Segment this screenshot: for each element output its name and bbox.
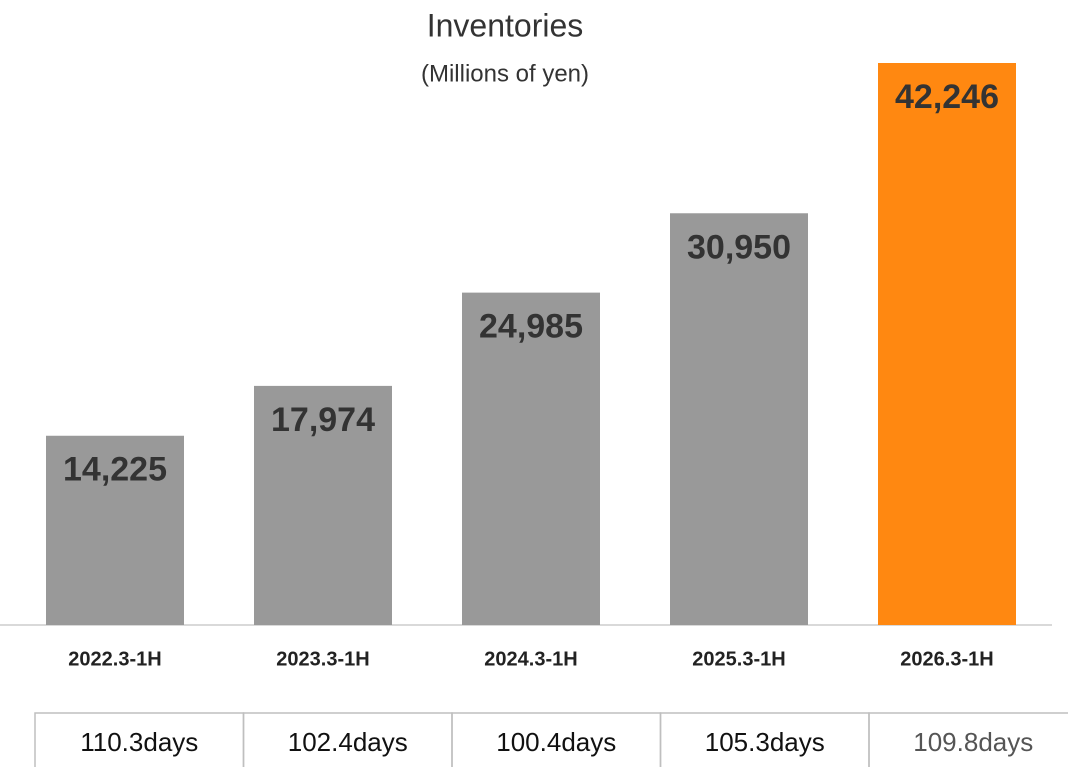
x-tick-label: 2022.3-1H	[68, 648, 161, 670]
table-cell-text: 109.8days	[913, 727, 1033, 757]
value-label: 30,950	[687, 228, 791, 266]
table-cell-text: 102.4days	[288, 727, 408, 757]
value-label: 14,225	[63, 451, 167, 489]
table-cell-text: 105.3days	[705, 727, 825, 757]
chart-title: Inventories	[427, 7, 584, 43]
bar	[46, 435, 184, 625]
table-cell-text: 100.4days	[496, 727, 616, 757]
bar	[878, 63, 1016, 625]
bar	[462, 292, 600, 625]
chart-subtitle: (Millions of yen)	[421, 60, 589, 87]
x-tick-label: 2023.3-1H	[276, 648, 369, 670]
bar	[670, 213, 808, 626]
value-label: 17,974	[271, 401, 375, 439]
x-tick-label: 2024.3-1H	[484, 648, 577, 670]
table-cell-text: 110.3days	[80, 727, 198, 757]
x-tick-label: 2025.3-1H	[692, 648, 785, 670]
value-label: 42,246	[895, 78, 999, 116]
x-tick-label: 2026.3-1H	[900, 648, 993, 670]
value-label: 24,985	[479, 308, 583, 346]
table-cell	[868, 712, 1068, 772]
bar	[254, 385, 392, 625]
